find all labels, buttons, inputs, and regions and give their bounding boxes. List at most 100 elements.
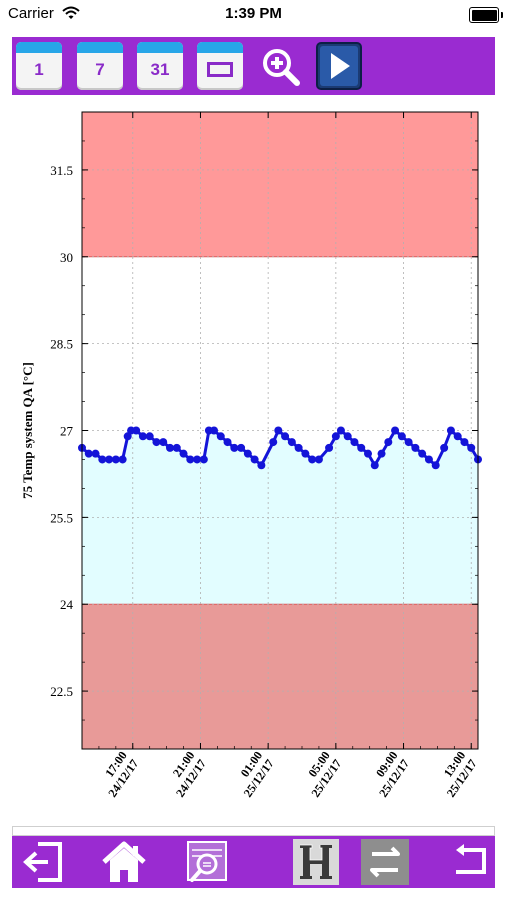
swap-button[interactable] <box>360 838 410 886</box>
home-button[interactable] <box>100 838 148 886</box>
data-point <box>357 443 366 452</box>
band-2 <box>82 604 478 749</box>
calendar-icon-label: 31 <box>150 60 170 79</box>
data-point <box>257 461 266 470</box>
data-point <box>210 426 218 435</box>
top-toolbar: 1 7 31 <box>12 37 495 95</box>
data-point <box>223 438 232 447</box>
day-view-button[interactable]: 1 <box>16 42 62 90</box>
data-point <box>411 443 420 452</box>
wifi-icon <box>62 6 80 19</box>
data-point <box>391 426 400 435</box>
calendar-icon-label: 7 <box>95 60 105 79</box>
y-tick-label: 30 <box>60 250 73 265</box>
calendar-header <box>16 42 62 53</box>
data-point <box>179 449 188 458</box>
logout-button[interactable] <box>22 838 66 886</box>
data-point <box>364 449 372 458</box>
data-point <box>152 438 161 447</box>
series-fill-area <box>82 430 478 605</box>
data-point <box>186 455 195 464</box>
data-point <box>123 432 132 441</box>
data-point <box>336 426 345 435</box>
data-point <box>325 443 334 452</box>
zoom-in-button[interactable] <box>259 45 303 89</box>
back-button[interactable] <box>450 838 490 886</box>
data-point <box>230 443 239 452</box>
data-point <box>287 438 296 447</box>
data-point <box>132 426 141 435</box>
data-point <box>384 438 393 447</box>
data-point <box>424 455 433 464</box>
data-point <box>440 443 449 452</box>
data-point <box>145 432 154 441</box>
month-view-button[interactable]: 31 <box>137 42 183 90</box>
bottom-toolbar <box>12 836 495 888</box>
data-point <box>453 432 462 441</box>
data-point <box>159 438 168 447</box>
data-point <box>446 426 455 435</box>
calendar-header <box>77 42 123 53</box>
data-point <box>294 443 303 452</box>
data-point <box>397 432 406 441</box>
battery-tip <box>501 12 503 18</box>
y-tick-label: 31.5 <box>50 163 73 178</box>
data-point <box>370 461 379 470</box>
data-point <box>343 432 352 441</box>
data-point <box>274 426 283 435</box>
week-view-button[interactable]: 7 <box>77 42 123 90</box>
y-axis-label: 75 Temp system QA [°C] <box>20 362 35 499</box>
y-tick-label: 25.5 <box>50 510 73 525</box>
play-button[interactable] <box>316 42 362 90</box>
data-point <box>467 443 476 452</box>
range-rectangle-icon <box>207 62 233 77</box>
data-point <box>331 432 340 441</box>
status-bar: Carrier 1:39 PM <box>0 0 507 28</box>
plot-frame <box>81 111 479 750</box>
data-point <box>314 455 323 464</box>
data-point <box>216 432 225 441</box>
data-point <box>377 449 386 458</box>
data-point <box>98 455 107 464</box>
chart-scrollbar[interactable] <box>12 826 495 836</box>
data-point <box>269 438 278 447</box>
data-point <box>172 443 181 452</box>
band-0 <box>82 112 478 257</box>
data-point <box>281 432 290 441</box>
data-point <box>138 432 147 441</box>
clock-time: 1:39 PM <box>225 5 282 22</box>
data-point <box>308 455 317 464</box>
carrier-label: Carrier <box>8 5 54 22</box>
data-point <box>199 455 208 464</box>
calendar-icon-label: 1 <box>34 60 44 79</box>
data-point <box>350 438 359 447</box>
data-point <box>193 455 202 464</box>
y-tick-label: 22.5 <box>50 684 73 699</box>
data-point <box>404 438 413 447</box>
data-point <box>460 438 469 447</box>
data-point <box>243 449 252 458</box>
y-tick-label: 27 <box>60 424 74 439</box>
calendar-header <box>197 42 243 53</box>
data-point <box>418 449 427 458</box>
data-point <box>250 455 259 464</box>
battery-icon <box>469 7 499 23</box>
search-document-button[interactable] <box>182 838 232 886</box>
data-point <box>431 461 440 470</box>
data-point <box>111 455 120 464</box>
custom-range-button[interactable] <box>197 42 243 90</box>
data-point <box>301 449 310 458</box>
history-button[interactable] <box>292 838 340 886</box>
data-point <box>84 449 93 458</box>
data-point <box>166 443 174 452</box>
calendar-header <box>137 42 183 53</box>
data-point <box>237 443 246 452</box>
y-tick-label: 24 <box>60 597 74 612</box>
